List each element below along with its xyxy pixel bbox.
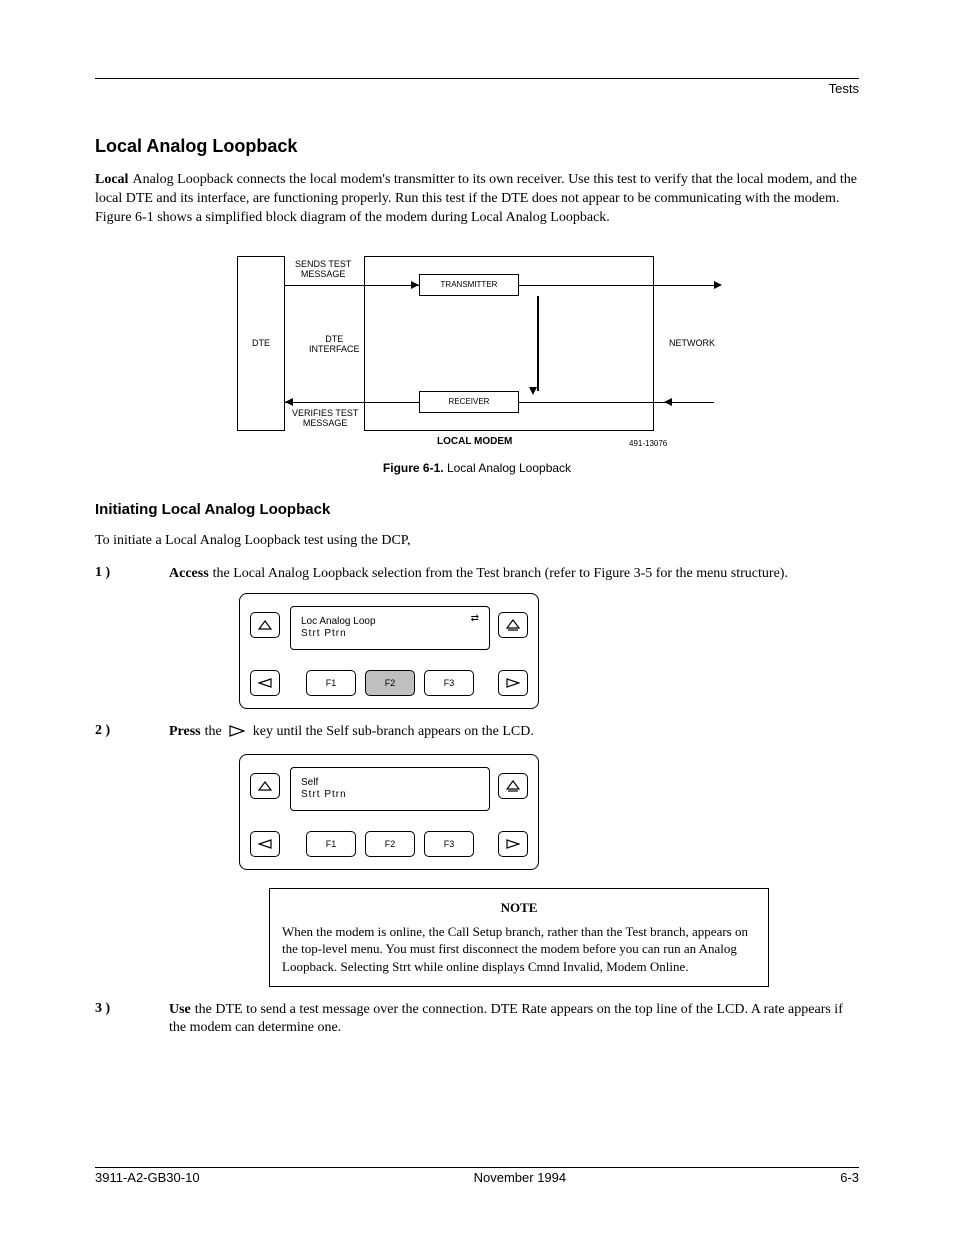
top-rule — [95, 78, 859, 79]
f1-button[interactable]: F1 — [306, 831, 356, 857]
f1-button[interactable]: F1 — [306, 670, 356, 696]
local-modem-label: LOCAL MODEM — [437, 436, 512, 448]
procedure-heading: Initiating Local Analog Loopback — [95, 501, 859, 518]
line-rx-dte — [285, 402, 419, 404]
figure-6-1: DTE TRANSMITTER RECEIVER SENDS TESTMESSA… — [95, 256, 859, 475]
left-button[interactable] — [250, 831, 280, 857]
step-2-text: Press the key until the Self sub-branch a… — [169, 723, 534, 744]
step-3-number: 3 ) — [95, 1001, 110, 1016]
note-heading: NOTE — [282, 899, 756, 917]
step-2: 2 ) Press the key until the Self sub-bran… — [95, 723, 859, 744]
running-header: Tests — [95, 81, 859, 96]
line-tx-net — [519, 285, 714, 287]
bottom-rule — [95, 1167, 859, 1168]
receiver-label: RECEIVER — [449, 397, 490, 406]
note-box: NOTE When the modem is online, the Call … — [269, 888, 769, 986]
network-label: NETWORK — [669, 338, 715, 348]
lcd-2: Self Strt Ptrn — [290, 767, 490, 811]
page: Tests Local Analog Loopback LocalAnalog … — [0, 0, 954, 1235]
figure-caption-num: Figure 6-1. — [383, 461, 444, 475]
receiver-box: RECEIVER — [419, 391, 519, 413]
lcd-1: ⇄ Loc Analog Loop Strt Ptrn — [290, 606, 490, 650]
step-3-rest: the DTE to send a test message over the … — [169, 1002, 843, 1036]
arrow-out-net — [714, 281, 722, 289]
verifies-test-label: VERIFIES TESTMESSAGE — [292, 408, 358, 429]
line-tx-rx — [537, 296, 539, 391]
step-2-number: 2 ) — [95, 723, 110, 738]
right-button[interactable] — [498, 831, 528, 857]
transmitter-box: TRANSMITTER — [419, 274, 519, 296]
f1-label: F1 — [326, 839, 337, 849]
para-rest: Analog Loopback connects the local modem… — [95, 172, 857, 225]
arrow-into-rx — [529, 387, 537, 395]
figure-code: 491-13076 — [629, 439, 667, 448]
transmitter-label: TRANSMITTER — [441, 280, 498, 289]
line-net-rx — [519, 402, 714, 404]
step-1-num: 1 ) — [95, 565, 155, 581]
sends-test-label: SENDS TESTMESSAGE — [295, 259, 351, 280]
step-1: 1 ) Access the Local Analog Loopback sele… — [95, 565, 859, 584]
line-dte-tx — [285, 285, 419, 287]
f3-label: F3 — [444, 839, 455, 849]
figure-caption-text: Local Analog Loopback — [447, 461, 571, 475]
para-first-word: Local — [95, 172, 128, 187]
footer: 3911-A2-GB30-10 November 1994 6-3 — [95, 1167, 859, 1185]
footer-left: 3911-A2-GB30-10 — [95, 1170, 200, 1185]
step-2-rest-a: the — [205, 724, 226, 739]
step-3: 3 ) Usethe DTE to send a test message ov… — [95, 1001, 859, 1039]
step-3-text: Usethe DTE to send a test message over t… — [169, 1001, 859, 1039]
block-diagram: DTE TRANSMITTER RECEIVER SENDS TESTMESSA… — [237, 256, 717, 451]
procedure-intro: To initiate a Local Analog Loopback test… — [95, 532, 859, 551]
intro-paragraph: LocalAnalog Loopback connects the local … — [95, 171, 859, 228]
step-1-number: 1 ) — [95, 565, 110, 580]
step-2-rest-b: key until the Self sub-branch appears on… — [249, 724, 534, 739]
f1-label: F1 — [326, 678, 337, 688]
arrow-into-tx — [411, 281, 419, 289]
step-3-first: Use — [169, 1002, 191, 1017]
section-title: Local Analog Loopback — [95, 136, 859, 157]
up-button[interactable] — [250, 773, 280, 799]
figure-caption: Figure 6-1. Local Analog Loopback — [95, 461, 859, 475]
lcd-2-line1: Self — [301, 777, 318, 790]
arrow-in-net — [664, 398, 672, 406]
modem-panel-1: F1 F2 F3 ⇄ Loc Analog Loop Strt Ptrn — [239, 593, 539, 709]
footer-right: 6-3 — [840, 1170, 859, 1185]
dte-interface-label: DTEINTERFACE — [309, 334, 360, 355]
f3-button[interactable]: F3 — [424, 831, 474, 857]
swap-icon: ⇄ — [471, 613, 479, 626]
footer-row: 3911-A2-GB30-10 November 1994 6-3 — [95, 1170, 859, 1185]
arrow-into-dte — [285, 398, 293, 406]
dte-label: DTE — [252, 338, 270, 348]
modem-panel-2: F1 F2 F3 Self Strt Ptrn — [239, 754, 539, 870]
lcd-1-line2: Strt Ptrn — [301, 628, 347, 641]
lcd-2-line2: Strt Ptrn — [301, 789, 347, 802]
f3-label: F3 — [444, 678, 455, 688]
up-button[interactable] — [250, 612, 280, 638]
note-body: When the modem is online, the Call Setup… — [282, 923, 756, 976]
step-1-text: Access the Local Analog Loopback selectio… — [169, 565, 788, 584]
f2-button[interactable]: F2 — [365, 831, 415, 857]
dte-box: DTE — [237, 256, 285, 431]
f2-button[interactable]: F2 — [365, 670, 415, 696]
step-1-first: Access — [169, 566, 209, 581]
running-title: Tests — [829, 81, 859, 96]
left-button[interactable] — [250, 670, 280, 696]
step-1-rest: the Local Analog Loopback selection from… — [213, 566, 788, 581]
right-button[interactable] — [498, 670, 528, 696]
right-key-icon — [229, 725, 245, 744]
step-2-num: 2 ) — [95, 723, 155, 739]
home-button[interactable] — [498, 773, 528, 799]
footer-mid: November 1994 — [474, 1170, 567, 1185]
step-3-num: 3 ) — [95, 1001, 155, 1017]
f2-label: F2 — [385, 678, 396, 688]
f3-button[interactable]: F3 — [424, 670, 474, 696]
lcd-1-line1: Loc Analog Loop — [301, 616, 376, 629]
home-button[interactable] — [498, 612, 528, 638]
f2-label: F2 — [385, 839, 396, 849]
step-2-first: Press — [169, 724, 201, 739]
